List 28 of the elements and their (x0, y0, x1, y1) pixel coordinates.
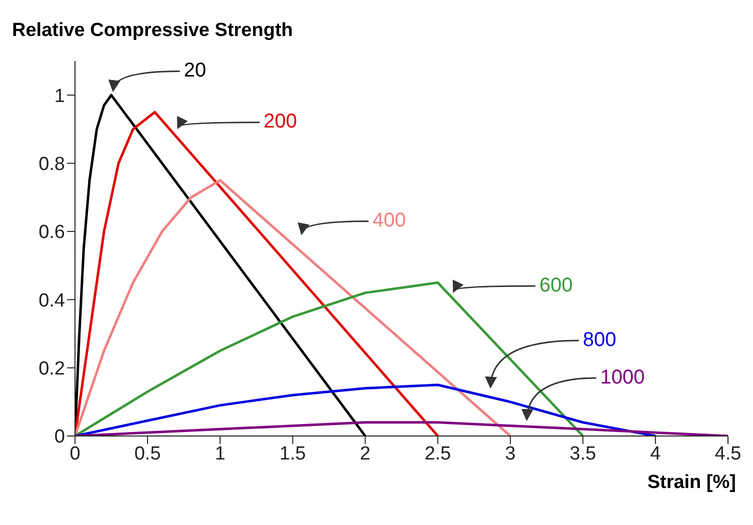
text: 800 (582, 328, 616, 351)
line-series (75, 94, 366, 436)
x-tick-label: 0 (70, 443, 80, 464)
x-tick-label: 1 (214, 443, 226, 464)
text: 400 (372, 210, 406, 232)
line-series (75, 384, 657, 436)
x-tick-label: 3 (505, 443, 516, 464)
y-tick-label: 0.8 (38, 154, 65, 176)
x-tick-label: 2.5 (424, 443, 451, 464)
y-tick-label: 1 (54, 86, 65, 107)
x-tick-label: 2 (360, 443, 371, 464)
text: 20 (184, 60, 206, 82)
line-series (75, 110, 440, 436)
text: 600 (539, 274, 573, 296)
x-tick-label: 0.5 (134, 443, 161, 464)
y-tick-label: 0 (54, 426, 65, 448)
text: 200 (264, 110, 298, 133)
y-tick-label: 0.2 (38, 358, 65, 380)
y-tick-label: 0.6 (38, 222, 65, 244)
text: 1000 (600, 366, 645, 388)
x-tick-label: 4.5 (714, 443, 742, 464)
line-series (75, 179, 512, 436)
y-tick-label: 0.4 (38, 290, 66, 312)
chart-title: Relative Compressive Strength (12, 20, 293, 42)
x-tick-label: 3.5 (570, 443, 596, 464)
x-tick-label: 4 (650, 443, 662, 464)
x-tick-label: 1.5 (279, 443, 306, 464)
x-axis-title: Strain [%] (647, 472, 736, 494)
